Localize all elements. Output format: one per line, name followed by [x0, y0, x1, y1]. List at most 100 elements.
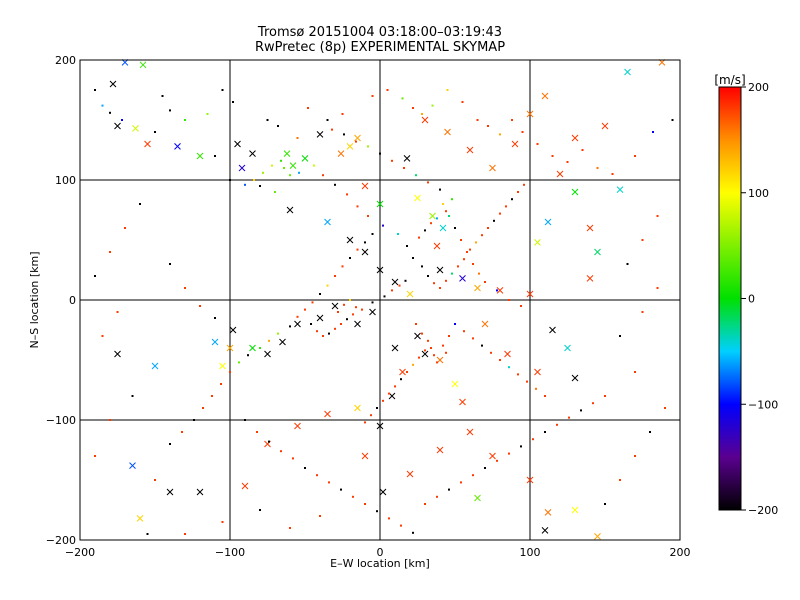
- data-point-dot: [520, 445, 522, 448]
- data-point-dot: [656, 215, 659, 217]
- data-point-dot: [454, 323, 456, 325]
- data-point-dot: [268, 339, 270, 342]
- data-point-cross: [136, 515, 144, 522]
- data-point-dot: [656, 287, 659, 289]
- data-point-dot: [326, 119, 329, 121]
- data-point-dot: [193, 419, 195, 421]
- data-point-dot: [361, 308, 363, 311]
- data-point-dot: [430, 222, 432, 225]
- data-point-dot: [364, 421, 366, 424]
- data-point-dot: [442, 203, 444, 205]
- data-point-dot: [448, 215, 450, 217]
- data-point-cross: [594, 248, 601, 256]
- data-point-dot: [343, 303, 345, 306]
- data-point-dot: [256, 431, 258, 433]
- data-point-dot: [169, 443, 171, 445]
- data-point-dot: [421, 332, 423, 335]
- data-point-dot: [346, 318, 348, 321]
- data-point-dot: [517, 373, 519, 376]
- data-point-dot: [412, 107, 414, 109]
- data-point-cross: [346, 236, 354, 244]
- colorbar-unit-label: [m/s]: [714, 73, 745, 87]
- data-point-dot: [343, 133, 345, 136]
- data-point-dot: [544, 431, 546, 433]
- data-point-dot: [316, 474, 318, 477]
- data-point-dot: [499, 359, 501, 361]
- data-point-dot: [289, 527, 291, 529]
- data-point-cross: [294, 422, 301, 430]
- data-point-dot: [436, 495, 438, 498]
- data-point-cross: [391, 344, 399, 352]
- data-point-cross: [354, 320, 361, 328]
- data-point-dot: [439, 188, 441, 191]
- data-point-dot: [211, 395, 213, 397]
- data-point-dot: [511, 119, 513, 121]
- data-point-cross: [496, 287, 504, 294]
- data-point-dot: [461, 101, 464, 103]
- data-point-cross: [406, 470, 414, 478]
- data-point-dot: [367, 145, 369, 148]
- data-point-dot: [259, 347, 261, 349]
- data-point-dot: [334, 327, 336, 330]
- data-point-cross: [474, 284, 481, 292]
- data-point-cross: [459, 275, 466, 282]
- data-point-dot: [337, 311, 339, 313]
- data-point-cross: [226, 344, 234, 352]
- data-point-cross: [571, 188, 579, 196]
- data-point-dot: [289, 174, 291, 177]
- data-point-cross: [526, 290, 534, 298]
- data-point-dot: [310, 323, 312, 325]
- data-point-dot: [403, 167, 405, 169]
- data-point-cross: [289, 162, 297, 169]
- data-point-cross: [174, 143, 181, 150]
- data-point-dot: [220, 383, 222, 385]
- data-point-dot: [460, 481, 462, 484]
- data-point-dot: [484, 467, 486, 469]
- data-point-dot: [271, 164, 273, 167]
- chart-title: Tromsø 20151004 03:18:00–03:19:43: [257, 25, 502, 40]
- data-point-dot: [454, 227, 456, 229]
- data-point-dot: [476, 119, 479, 121]
- data-point-cross: [594, 533, 601, 540]
- data-point-dot: [364, 503, 366, 505]
- data-point-dot: [221, 89, 224, 91]
- x-tick-label: −200: [65, 546, 95, 559]
- data-point-dot: [371, 95, 374, 97]
- data-point-dot: [505, 205, 507, 208]
- data-point-dot: [604, 503, 606, 505]
- data-point-cross: [616, 186, 624, 193]
- data-point-cross: [294, 320, 301, 328]
- colorbar: [718, 86, 742, 511]
- data-point-dot: [412, 363, 414, 366]
- data-point-dot: [499, 212, 501, 215]
- data-point-dot: [436, 217, 438, 220]
- data-point-dot: [311, 301, 314, 304]
- data-point-dot: [430, 347, 432, 349]
- data-point-dot: [404, 279, 407, 282]
- data-point-dot: [397, 233, 399, 235]
- data-point-cross: [196, 488, 204, 496]
- data-point-cross: [403, 155, 411, 162]
- data-point-dot: [388, 392, 390, 395]
- data-point-dot: [319, 293, 321, 295]
- data-point-dot: [244, 183, 246, 186]
- data-point-dot: [109, 111, 111, 114]
- data-point-dot: [445, 210, 447, 213]
- data-point-dot: [526, 380, 528, 383]
- data-point-dot: [349, 299, 351, 301]
- data-point-dot: [161, 95, 164, 97]
- data-point-cross: [376, 422, 384, 430]
- x-tick-label: 100: [520, 546, 541, 559]
- data-point-dot: [340, 323, 342, 325]
- data-point-cross: [541, 92, 549, 100]
- data-point-cross: [376, 200, 384, 208]
- x-tick-label: 200: [670, 546, 691, 559]
- data-point-dot: [421, 113, 423, 115]
- data-point-cross: [474, 494, 481, 502]
- data-point-dot: [326, 284, 329, 287]
- data-point-cross: [241, 482, 249, 490]
- data-point-dot: [356, 205, 359, 208]
- data-point-cross: [624, 68, 631, 76]
- data-point-dot: [412, 531, 414, 534]
